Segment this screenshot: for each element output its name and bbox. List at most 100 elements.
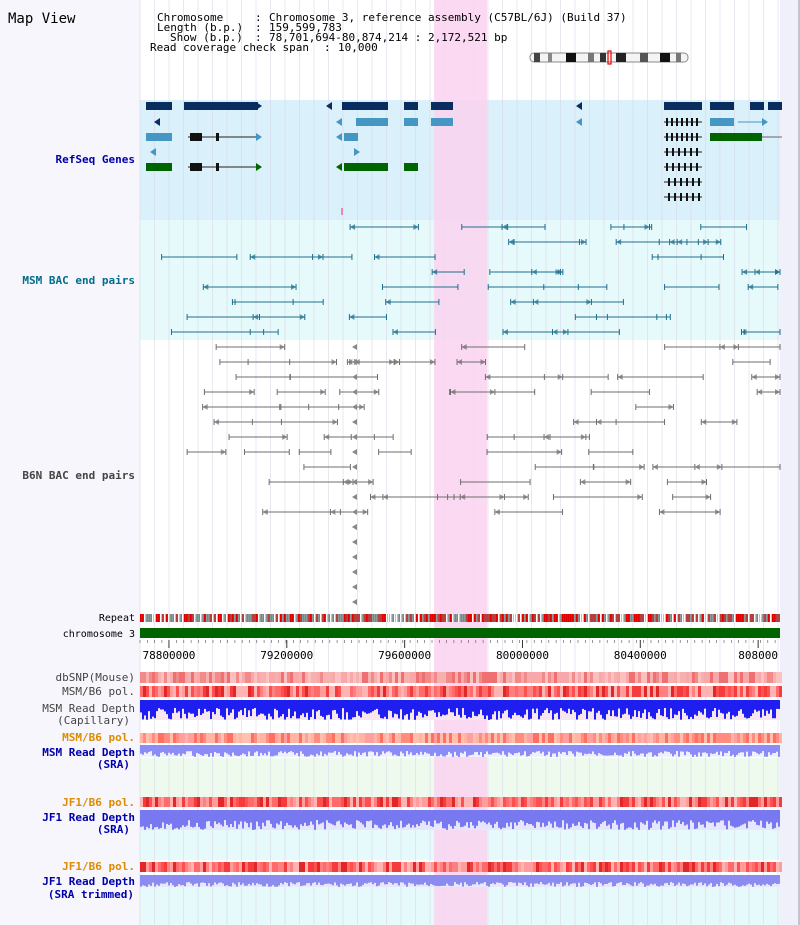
track-label-jf1-b6-pol[interactable]: JF1/B6 pol.	[62, 796, 135, 809]
depth-bar	[158, 700, 160, 709]
repeat-segment	[512, 614, 514, 622]
depth-bar	[154, 875, 156, 887]
heat-cell	[608, 672, 611, 683]
heat-cell	[485, 733, 488, 743]
heatmap-tracks[interactable]	[140, 672, 782, 872]
bac-arrow	[485, 374, 491, 380]
track-label-jf1-b6-pol-2[interactable]: JF1/B6 pol.	[62, 860, 135, 873]
track-label-refseq[interactable]: RefSeq Genes	[56, 153, 135, 166]
depth-bar	[538, 745, 540, 752]
track-label-msm-b6-pol-2[interactable]: MSM/B6 pol.	[62, 731, 135, 744]
depth-bar	[512, 745, 514, 756]
depth-bar	[232, 810, 234, 828]
chromosome-bar[interactable]	[140, 628, 780, 638]
heat-cell	[581, 797, 584, 807]
depth-bar	[620, 810, 622, 824]
depth-bar	[194, 745, 196, 757]
depth-bar	[744, 745, 746, 757]
heat-cell	[761, 672, 764, 683]
depth-bar	[314, 810, 316, 830]
bac-arrow	[262, 509, 268, 515]
depth-bar	[624, 810, 626, 830]
heat-cell	[449, 686, 452, 697]
bac-arrow	[715, 509, 721, 515]
chromosome-ideogram[interactable]	[529, 50, 689, 65]
depth-bar	[536, 700, 538, 709]
repeat-segment	[382, 614, 384, 622]
heat-cell	[683, 797, 686, 807]
heat-cell	[182, 672, 185, 683]
heat-cell	[506, 672, 509, 683]
depth-bar	[236, 875, 238, 887]
heat-cell	[422, 862, 425, 872]
repeat-segment	[182, 614, 184, 622]
bac-arrow	[352, 374, 357, 380]
track-label-msm-depth-sra[interactable]: MSM Read Depth	[42, 746, 135, 759]
read-depth-tracks[interactable]	[140, 700, 780, 887]
depth-bar	[740, 745, 742, 753]
depth-bar	[148, 875, 150, 885]
depth-bar	[712, 810, 714, 823]
track-label-repeat[interactable]: Repeat	[99, 613, 135, 624]
heat-cell	[374, 672, 377, 683]
heat-cell	[677, 733, 680, 743]
repeat-segment	[506, 614, 508, 622]
depth-bar	[316, 745, 318, 754]
heat-cell	[614, 862, 617, 872]
track-label-jf1-depth-trimmed[interactable]: JF1 Read Depth	[42, 875, 135, 888]
depth-bar	[322, 810, 324, 823]
depth-bar	[508, 875, 510, 883]
bac-arrow	[352, 419, 357, 425]
heat-cell	[518, 672, 521, 683]
track-label-jf1-depth-sra[interactable]: JF1 Read Depth	[42, 811, 135, 824]
heat-cell	[704, 672, 707, 683]
depth-bar	[440, 700, 442, 717]
heat-cell	[266, 797, 269, 807]
heat-cell	[719, 797, 722, 807]
depth-bar	[666, 745, 668, 752]
heat-cell	[413, 733, 416, 743]
depth-bar	[494, 875, 496, 885]
heat-cell	[659, 797, 662, 807]
heat-cell	[251, 862, 254, 872]
depth-bar	[370, 700, 372, 713]
depth-bar	[188, 700, 190, 713]
track-label-msm-depth-capillary[interactable]: MSM Read Depth	[42, 702, 135, 715]
heat-cell	[728, 686, 731, 697]
depth-bar	[262, 810, 264, 823]
heat-cell	[752, 686, 755, 697]
track-label-dbsnp[interactable]: dbSNP(Mouse)	[56, 671, 135, 684]
msm-bac-track[interactable]	[161, 224, 781, 335]
depth-bar	[188, 745, 190, 752]
track-label-msm-bac[interactable]: MSM BAC end pairs	[22, 274, 135, 287]
heat-cell	[470, 797, 473, 807]
repeat-segment	[530, 614, 532, 622]
b6n-bac-track[interactable]	[186, 344, 781, 605]
heat-cell	[626, 797, 629, 807]
track-label-chromosome[interactable]: chromosome 3	[63, 629, 135, 640]
heat-cell	[383, 672, 386, 683]
track-label-msm-b6-pol[interactable]: MSM/B6 pol.	[62, 685, 135, 698]
repeat-segment	[548, 614, 550, 622]
page-title: Map View	[8, 11, 76, 27]
depth-bar	[598, 810, 600, 827]
depth-bar	[556, 875, 558, 884]
depth-bar	[314, 745, 316, 757]
depth-bar	[554, 700, 556, 714]
heat-cell	[317, 672, 320, 683]
heat-cell	[734, 797, 737, 807]
heat-cell	[206, 733, 209, 743]
repeat-track[interactable]	[140, 614, 780, 622]
highlight-region[interactable]	[434, 0, 488, 925]
depth-bar	[348, 875, 350, 884]
bac-arrow	[214, 419, 220, 425]
repeat-segment	[244, 614, 246, 622]
refseq-genes-track[interactable]	[146, 102, 782, 215]
heat-cell	[575, 862, 578, 872]
depth-bar	[150, 810, 152, 825]
heat-cell	[695, 797, 698, 807]
track-label-b6n-bac[interactable]: B6N BAC end pairs	[22, 469, 135, 482]
heat-cell	[716, 862, 719, 872]
heat-cell	[293, 733, 296, 743]
gene-exon	[431, 102, 453, 110]
